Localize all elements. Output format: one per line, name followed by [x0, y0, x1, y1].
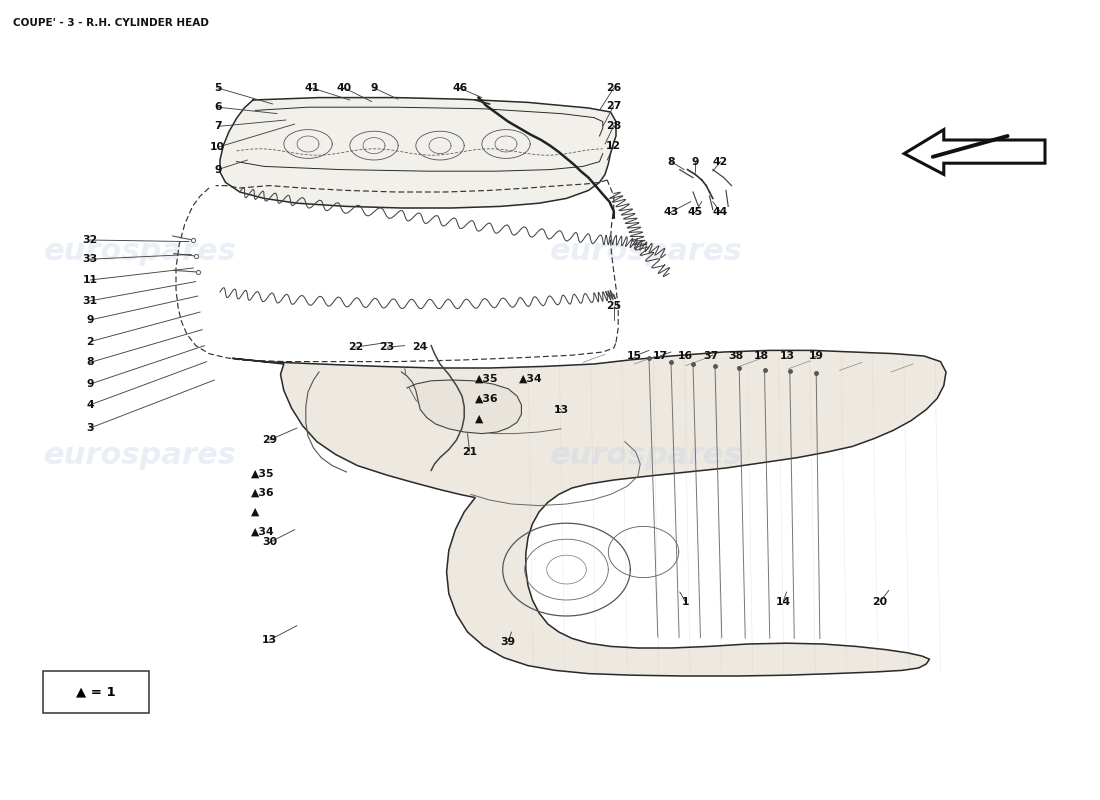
Text: 21: 21: [462, 447, 477, 457]
Text: 31: 31: [82, 296, 98, 306]
Text: 25: 25: [606, 301, 621, 310]
Text: ▲36: ▲36: [475, 394, 498, 403]
Text: eurospares: eurospares: [550, 238, 742, 266]
Text: 18: 18: [754, 351, 769, 361]
Text: 8: 8: [668, 157, 674, 166]
Text: 38: 38: [728, 351, 744, 361]
Text: 17: 17: [652, 351, 668, 361]
Text: 41: 41: [305, 83, 320, 93]
Text: 15: 15: [627, 351, 642, 361]
Text: ▲35: ▲35: [475, 374, 498, 383]
Text: 26: 26: [606, 83, 621, 93]
Text: 9: 9: [214, 165, 221, 174]
Text: 46: 46: [452, 83, 468, 93]
Text: 42: 42: [713, 157, 728, 166]
Text: 20: 20: [872, 597, 888, 606]
Text: 10: 10: [210, 142, 225, 152]
Text: 9: 9: [692, 157, 698, 166]
Text: 44: 44: [713, 207, 728, 217]
Text: ▲34: ▲34: [251, 527, 274, 537]
Text: 28: 28: [606, 121, 621, 130]
Text: 9: 9: [87, 315, 94, 325]
Text: 3: 3: [87, 423, 94, 433]
Text: 29: 29: [262, 435, 277, 445]
Text: 9: 9: [87, 379, 94, 389]
Text: 27: 27: [606, 101, 621, 110]
Text: 6: 6: [214, 102, 221, 112]
Text: 11: 11: [82, 275, 98, 285]
Text: 40: 40: [337, 83, 352, 93]
Text: ▲: ▲: [475, 414, 484, 423]
Polygon shape: [233, 350, 946, 676]
Text: 43: 43: [663, 207, 679, 217]
Text: 30: 30: [262, 538, 277, 547]
Text: 7: 7: [214, 122, 221, 131]
Text: 13: 13: [780, 351, 795, 361]
Text: ▲: ▲: [251, 507, 260, 517]
Text: 5: 5: [214, 83, 221, 93]
Text: 14: 14: [776, 597, 791, 606]
Text: 4: 4: [87, 400, 94, 410]
Text: eurospares: eurospares: [550, 442, 742, 470]
Text: eurospares: eurospares: [44, 442, 236, 470]
Text: ▲ = 1: ▲ = 1: [76, 686, 116, 698]
Text: 8: 8: [87, 358, 94, 367]
Text: 13: 13: [553, 405, 569, 414]
Text: 37: 37: [703, 351, 718, 361]
Text: 9: 9: [371, 83, 377, 93]
Text: 19: 19: [808, 351, 824, 361]
FancyBboxPatch shape: [43, 671, 148, 713]
Text: 22: 22: [348, 342, 363, 352]
Text: 12: 12: [606, 141, 621, 150]
Polygon shape: [402, 372, 521, 434]
Text: 33: 33: [82, 254, 98, 264]
Text: ▲36: ▲36: [251, 488, 274, 498]
Polygon shape: [904, 130, 1045, 174]
Text: 23: 23: [379, 342, 395, 352]
Text: eurospares: eurospares: [44, 238, 236, 266]
Text: COUPE' - 3 - R.H. CYLINDER HEAD: COUPE' - 3 - R.H. CYLINDER HEAD: [13, 18, 209, 27]
Polygon shape: [220, 98, 616, 208]
Text: 32: 32: [82, 235, 98, 245]
Text: 39: 39: [500, 637, 516, 646]
Text: 16: 16: [678, 351, 693, 361]
Text: ▲34: ▲34: [519, 374, 542, 383]
Text: 24: 24: [412, 342, 428, 352]
Text: 13: 13: [262, 635, 277, 645]
Text: 1: 1: [682, 597, 689, 606]
Text: 45: 45: [688, 207, 703, 217]
Text: 2: 2: [87, 337, 94, 346]
Text: ▲35: ▲35: [251, 469, 274, 478]
